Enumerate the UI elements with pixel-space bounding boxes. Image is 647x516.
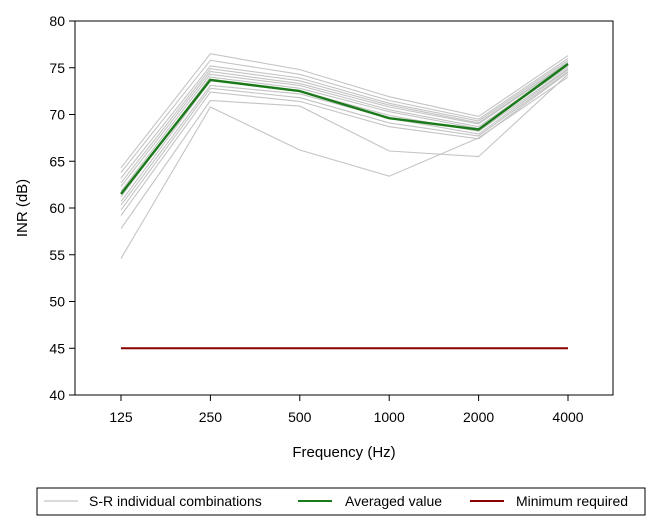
y-tick-label: 50 [49, 294, 65, 310]
legend: S-R individual combinations Averaged val… [36, 487, 646, 516]
y-tick-label: 60 [49, 200, 65, 216]
individual-combination-line [120, 68, 569, 202]
x-tick-label: 1000 [374, 409, 405, 425]
individual-combination-line [120, 57, 569, 173]
legend-label-minimum: Minimum required [516, 493, 628, 509]
y-tick-label: 55 [49, 247, 65, 263]
individual-combination-line [120, 64, 569, 192]
legend-label-averaged: Averaged value [345, 493, 442, 509]
x-axis-ticks: 125 250 500 1000 2000 4000 [109, 395, 584, 425]
main-lines [120, 63, 569, 350]
individual-combination-line [120, 71, 569, 211]
x-tick-label: 2000 [463, 409, 494, 425]
individual-lines [120, 53, 569, 259]
individual-combination-line [120, 76, 569, 259]
y-tick-label: 40 [49, 387, 65, 403]
individual-combination-line [120, 69, 569, 206]
plot-frame [74, 20, 614, 396]
x-axis-label: Frequency (Hz) [292, 444, 395, 461]
y-tick-label: 70 [49, 107, 65, 123]
y-axis-label: INR (dB) [14, 179, 31, 237]
individual-combination-line [120, 62, 569, 187]
individual-combination-line [120, 59, 569, 179]
y-tick-label: 45 [49, 340, 65, 356]
x-tick-label: 125 [109, 409, 133, 425]
legend-label-individual: S-R individual combinations [89, 493, 262, 509]
x-tick-label: 4000 [552, 409, 583, 425]
averaged-value-line [120, 63, 569, 195]
legend-box [36, 487, 646, 516]
individual-combination-line [120, 61, 569, 184]
x-tick-label: 250 [199, 409, 223, 425]
y-tick-label: 75 [49, 60, 65, 76]
x-tick-label: 500 [288, 409, 312, 425]
individual-combination-line [120, 73, 569, 229]
y-tick-label: 80 [49, 13, 65, 29]
y-axis-ticks: 40 45 50 55 60 65 70 75 80 [49, 13, 75, 403]
y-tick-label: 65 [49, 153, 65, 169]
individual-combination-line [120, 53, 569, 169]
